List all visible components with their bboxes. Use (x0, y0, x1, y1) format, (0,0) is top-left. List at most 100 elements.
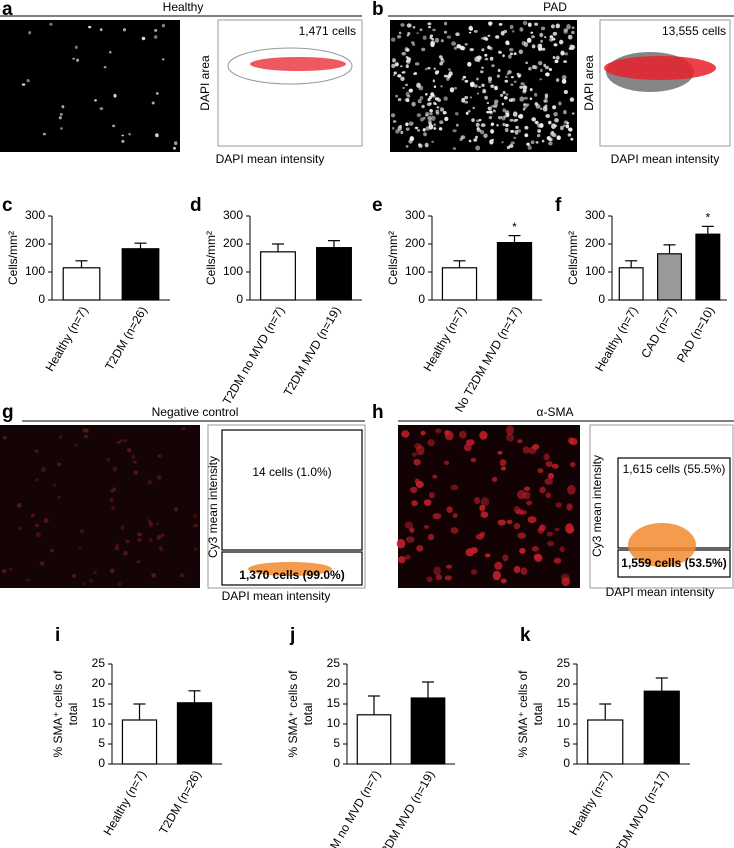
gate-label: 14 cells (1.0%) (252, 465, 331, 479)
nucleus (468, 139, 472, 143)
gate (227, 47, 353, 85)
y-axis-label: % SMA⁺ cells of (51, 670, 65, 758)
nucleus (505, 123, 509, 127)
nucleus (420, 117, 424, 122)
nucleus (525, 61, 529, 65)
nucleus (535, 141, 539, 144)
y-axis-label: Cy3 mean intensity (206, 456, 220, 558)
nucleus (443, 30, 448, 34)
nucleus (428, 102, 432, 105)
nucleus (505, 425, 515, 436)
nucleus (487, 106, 492, 111)
nucleus (406, 23, 412, 28)
nucleus (531, 35, 535, 39)
nucleus (413, 458, 421, 466)
nucleus (533, 553, 542, 560)
y-tick-label: 10 (327, 716, 341, 730)
panel-title: Healthy (163, 0, 204, 14)
scatter-cloud (248, 562, 332, 576)
nucleus (497, 68, 501, 73)
nucleus (554, 59, 559, 64)
nucleus (439, 107, 445, 112)
y-tick-label: 20 (327, 676, 341, 690)
nucleus (531, 65, 536, 69)
nucleus (553, 43, 558, 47)
nucleus (540, 39, 543, 43)
nucleus (421, 104, 425, 109)
nucleus (461, 46, 466, 51)
nucleus (131, 454, 136, 460)
nucleus (484, 53, 488, 57)
nucleus (564, 52, 568, 56)
nucleus (119, 438, 123, 443)
bar (496, 242, 533, 301)
nucleus (531, 117, 536, 122)
nucleus (416, 82, 421, 88)
nucleus (467, 61, 472, 67)
nucleus (490, 129, 495, 134)
nucleus (474, 138, 478, 142)
nucleus (36, 532, 41, 538)
nucleus (399, 124, 402, 128)
nucleus (490, 84, 495, 89)
nucleus (513, 136, 517, 140)
nucleus (113, 93, 117, 98)
nucleus (571, 26, 575, 29)
nucleus (476, 92, 480, 95)
y-tick-label: 15 (557, 696, 571, 710)
nucleus (26, 578, 30, 582)
nucleus (128, 133, 131, 136)
nucleus (465, 548, 475, 557)
nucleus (404, 521, 414, 529)
nucleus (136, 560, 141, 564)
nucleus (494, 561, 503, 571)
micrograph (0, 425, 200, 588)
nucleus (568, 437, 575, 445)
nucleus (429, 109, 433, 113)
nucleus (502, 554, 509, 562)
nucleus (531, 44, 536, 49)
nucleus (537, 43, 543, 50)
nucleus (88, 25, 92, 29)
nucleus (474, 497, 481, 504)
nucleus (154, 29, 158, 32)
nucleus (392, 126, 395, 130)
panel-title: PAD (543, 0, 567, 14)
x-tick-label: T2DM MVD (n=19) (281, 304, 344, 398)
nucleus (157, 454, 162, 458)
nucleus (397, 98, 402, 102)
nucleus (500, 31, 505, 36)
nucleus (563, 110, 567, 115)
nucleus (427, 115, 432, 121)
cell-count: 1,471 cells (299, 24, 356, 38)
nucleus (436, 106, 440, 109)
nucleus (571, 30, 575, 35)
nucleus (397, 35, 402, 39)
nucleus (527, 22, 532, 27)
y-axis-label: total (531, 703, 545, 726)
nucleus (561, 577, 570, 587)
nucleus (31, 513, 35, 518)
nucleus (487, 45, 491, 50)
nucleus (451, 41, 456, 46)
nucleus (410, 486, 418, 494)
nucleus (405, 64, 409, 69)
nucleus (397, 556, 406, 564)
nucleus (409, 527, 415, 533)
y-tick-label: 200 (25, 236, 45, 250)
nucleus (427, 25, 432, 29)
nucleus (433, 123, 437, 127)
nucleus (425, 126, 431, 131)
nucleus (531, 546, 540, 552)
nucleus (567, 133, 572, 137)
bar (316, 247, 352, 301)
nucleus (559, 546, 565, 553)
nucleus (80, 529, 84, 534)
nucleus (501, 141, 504, 144)
nucleus (569, 461, 576, 468)
gate-upper (221, 429, 363, 551)
nucleus (9, 568, 13, 571)
nucleus (472, 106, 475, 110)
nucleus (540, 26, 546, 31)
